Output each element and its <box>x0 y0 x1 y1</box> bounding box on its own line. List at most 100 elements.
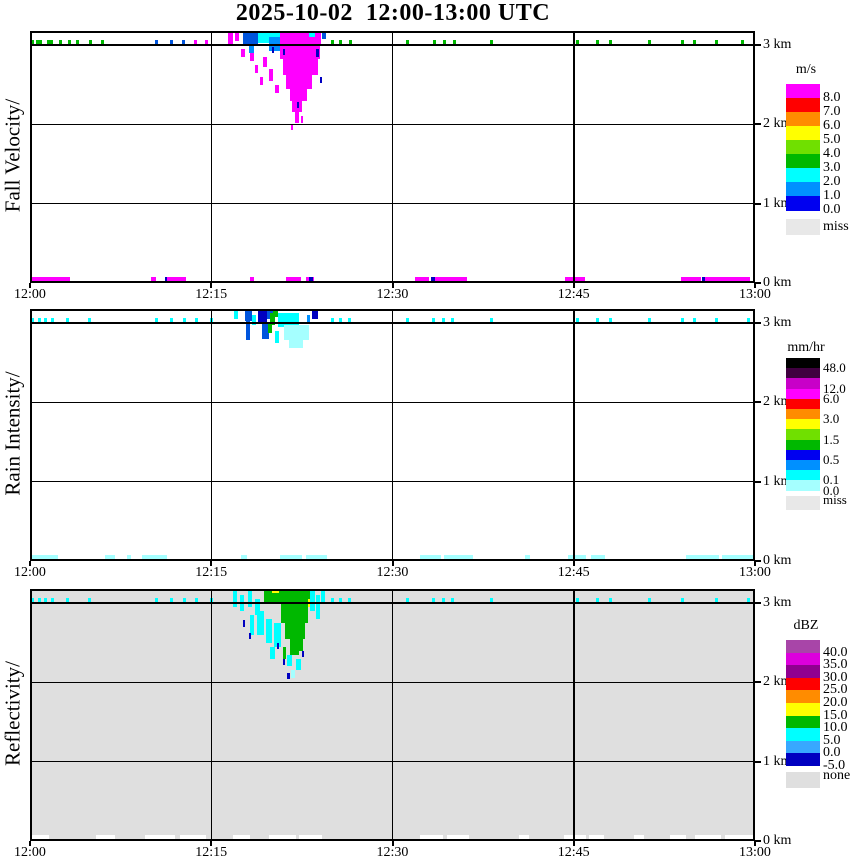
data-cell <box>274 622 282 647</box>
data-cell <box>316 595 320 619</box>
data-tick <box>30 40 34 46</box>
data-cell <box>248 45 254 53</box>
data-cell <box>270 313 275 325</box>
x-tick-label: 12:45 <box>557 287 590 302</box>
data-cell <box>235 31 240 42</box>
data-cell <box>311 309 318 320</box>
legend-swatch <box>786 728 820 742</box>
data-cell <box>259 76 264 85</box>
data-tick <box>596 318 600 324</box>
legend-value-label: 5.0 <box>823 132 841 147</box>
data-tick <box>44 318 48 324</box>
data-tick <box>88 40 92 46</box>
legend-swatch <box>786 665 820 679</box>
data-tick <box>50 40 54 46</box>
legend-value-label: 12.0 <box>823 380 846 396</box>
data-tick <box>741 40 745 46</box>
data-bottom-mark <box>104 555 115 559</box>
legend-value-label: 6.0 <box>823 390 840 406</box>
x-tick-label: 12:00 <box>14 287 46 302</box>
data-tick <box>608 318 612 324</box>
axis-tick-right <box>755 681 761 684</box>
data-tick <box>58 40 62 46</box>
data-tick <box>155 40 159 46</box>
data-tick <box>432 318 436 324</box>
data-tick <box>405 318 409 324</box>
data-tick <box>681 598 684 604</box>
data-bottom-mark <box>164 277 168 281</box>
data-tick <box>433 40 437 46</box>
legend-swatch <box>786 398 820 410</box>
data-tick <box>75 40 79 46</box>
data-cell <box>228 31 233 45</box>
data-bottom-mark <box>722 555 755 559</box>
x-tick-label: 12:15 <box>195 565 228 580</box>
data-bottom-mark <box>150 277 156 281</box>
legend-value-label: 7.0 <box>823 104 841 119</box>
data-cell <box>254 64 259 73</box>
data-bottom-mark <box>589 835 604 839</box>
legend-value-label: 1.0 <box>823 188 841 203</box>
legend-value-label: 8.0 <box>823 90 841 105</box>
data-tick <box>339 40 343 46</box>
axis-tick-bottom <box>754 561 756 566</box>
data-cell <box>246 321 250 341</box>
legend-value-label: 1.5 <box>823 431 840 447</box>
data-cell <box>310 589 316 611</box>
data-cell <box>271 46 275 53</box>
data-tick <box>575 598 579 604</box>
data-cell <box>276 642 279 649</box>
data-tick <box>648 40 652 46</box>
data-cell <box>257 610 265 635</box>
data-tick <box>347 318 351 324</box>
axis-tick-bottom <box>754 841 756 846</box>
axis-tick-right <box>755 322 761 324</box>
y-axis-label: 3 km <box>763 595 792 610</box>
y-axis-label: 0 km <box>763 553 792 568</box>
axis-tick-bottom <box>391 841 394 846</box>
axis-tick-bottom <box>572 561 575 566</box>
data-bottom-mark <box>564 835 586 839</box>
data-tick <box>596 40 600 46</box>
data-tick <box>65 598 69 604</box>
data-cell <box>233 591 237 607</box>
y-axis-label: 1 km <box>763 753 792 769</box>
data-tick <box>442 40 446 46</box>
data-cell <box>275 330 279 343</box>
data-bottom-mark <box>694 835 722 839</box>
gridline-vertical <box>210 309 212 561</box>
data-tick <box>490 318 494 324</box>
data-tick <box>87 598 91 604</box>
y-axis-label: 2 km <box>763 674 792 690</box>
legend-swatch <box>786 388 820 400</box>
data-tick <box>339 598 343 604</box>
y-axis-label: 1 km <box>763 195 792 211</box>
legend-value-label: 6.0 <box>823 118 841 133</box>
axis-tick-bottom <box>29 283 31 288</box>
y-axis-label: 0 km <box>763 275 792 290</box>
gridline-vertical <box>573 31 575 283</box>
data-tick <box>451 598 455 604</box>
x-tick-label: 12:15 <box>195 845 228 860</box>
x-tick-label: 12:30 <box>376 845 409 860</box>
legend-swatch <box>786 470 820 481</box>
data-bottom-mark <box>165 277 186 281</box>
legend-title: mm/hr <box>787 340 825 355</box>
data-bottom-mark <box>446 835 469 839</box>
data-tick <box>405 40 409 46</box>
data-tick <box>608 40 612 46</box>
data-cell <box>271 589 279 594</box>
data-tick <box>46 40 50 46</box>
data-tick <box>330 318 334 324</box>
data-cell <box>280 45 320 60</box>
axis-tick-bottom <box>210 561 213 566</box>
data-cell <box>275 84 279 93</box>
left-axis-title-rain-intensity: Rain Intensity/ <box>0 371 25 496</box>
legend-swatch <box>786 182 820 197</box>
data-cell <box>234 311 238 320</box>
data-tick <box>441 318 445 324</box>
y-axis-label: 2 km <box>763 116 792 132</box>
data-bottom-mark <box>567 555 586 559</box>
legend-value-label: 0.0 <box>823 745 841 761</box>
data-cell <box>269 37 281 52</box>
